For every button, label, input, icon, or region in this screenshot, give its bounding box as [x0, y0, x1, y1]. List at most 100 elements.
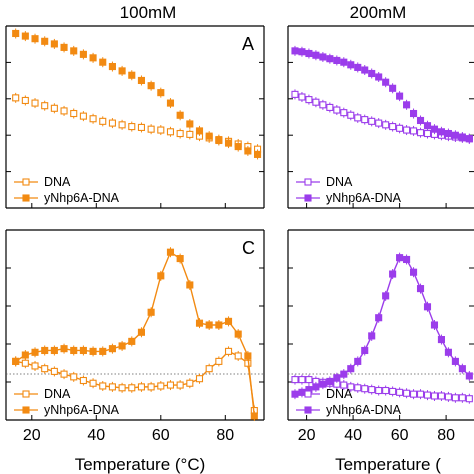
data-point-ynhp6a-dna	[423, 303, 432, 311]
data-point-dna	[403, 389, 411, 397]
data-point-ynhp6a-dna	[215, 321, 223, 329]
data-point-dna	[41, 365, 49, 373]
data-point-dna	[205, 365, 213, 373]
data-point-ynhp6a-dna	[416, 116, 425, 125]
data-point-ynhp6a-dna	[382, 292, 390, 300]
data-point-ynhp6a-dna	[458, 365, 466, 373]
data-point-ynhp6a-dna	[205, 321, 213, 329]
data-point-dna	[50, 104, 58, 112]
data-point-dna	[347, 111, 355, 119]
data-point-dna	[186, 379, 194, 387]
data-point-ynhp6a-dna	[108, 62, 116, 71]
data-point-dna	[347, 383, 355, 391]
data-point-dna	[79, 376, 87, 385]
x-tick-label: 40	[87, 427, 105, 444]
panel-3: DNA yNhp6A-DNA C 20 40 60 80 Temperature (°C)	[5, 229, 265, 474]
data-point-ynhp6a-dna	[403, 255, 411, 264]
data-point-dna	[41, 102, 49, 110]
data-point-ynhp6a-dna	[409, 268, 418, 276]
data-point-dna	[137, 383, 145, 391]
data-point-ynhp6a-dna	[354, 63, 362, 71]
data-point-dna	[368, 386, 376, 394]
data-point-ynhp6a-dna	[128, 337, 136, 345]
data-point-dna	[451, 394, 459, 402]
legend-marker-dna	[22, 178, 30, 186]
data-point-dna	[137, 123, 145, 131]
data-point-dna	[396, 124, 404, 132]
panel-2: DNA yNhp6A-DNA	[287, 25, 474, 209]
data-point-dna	[368, 117, 376, 125]
data-point-dna	[50, 367, 58, 375]
data-point-dna	[291, 90, 299, 98]
column-title-200mM: 200mM	[350, 3, 407, 22]
data-point-ynhp6a-dna	[195, 127, 204, 135]
data-point-dna	[89, 379, 97, 387]
legend-label-dna: DNA	[44, 387, 71, 401]
panel-letter: A	[242, 34, 254, 54]
data-point-ynhp6a-dna	[215, 136, 223, 145]
data-point-ynhp6a-dna	[157, 272, 165, 280]
data-point-dna	[382, 121, 390, 129]
legend-marker-dna	[304, 390, 312, 398]
legend-label-ynhp6a-dna: yNhp6A-DNA	[326, 191, 402, 205]
data-point-dna	[423, 391, 432, 399]
data-point-ynhp6a-dna	[205, 132, 213, 140]
data-point-ynhp6a-dna	[41, 37, 49, 45]
data-point-ynhp6a-dna	[234, 143, 242, 151]
data-point-ynhp6a-dna	[89, 54, 97, 62]
data-point-dna	[108, 119, 116, 127]
legend-marker-ynhp6a-dna	[304, 406, 312, 414]
data-point-dna	[361, 116, 369, 124]
data-point-dna	[305, 96, 313, 104]
data-point-dna	[396, 388, 404, 396]
data-point-dna	[437, 392, 446, 400]
data-point-ynhp6a-dna	[382, 78, 390, 86]
data-point-ynhp6a-dna	[147, 308, 155, 316]
data-point-ynhp6a-dna	[333, 56, 341, 65]
data-point-ynhp6a-dna	[224, 139, 233, 147]
data-point-ynhp6a-dna	[458, 133, 466, 141]
data-point-ynhp6a-dna	[21, 351, 29, 359]
data-point-ynhp6a-dna	[465, 135, 473, 143]
data-point-ynhp6a-dna	[244, 147, 252, 155]
legend-label-ynhp6a-dna: yNhp6A-DNA	[44, 191, 120, 205]
data-point-ynhp6a-dna	[99, 347, 107, 355]
x-tick-label: 20	[23, 427, 41, 444]
legend-label-ynhp6a-dna: yNhp6A-DNA	[44, 403, 120, 417]
data-point-ynhp6a-dna	[403, 101, 411, 109]
data-point-ynhp6a-dna	[195, 319, 204, 327]
data-point-ynhp6a-dna	[157, 89, 165, 97]
data-point-ynhp6a-dna	[416, 285, 425, 293]
data-point-dna	[409, 390, 418, 398]
data-point-dna	[312, 98, 320, 106]
data-point-ynhp6a-dna	[430, 321, 439, 329]
data-point-dna	[128, 123, 136, 131]
data-point-dna	[340, 381, 348, 389]
data-point-dna	[31, 362, 39, 370]
data-point-dna	[389, 387, 397, 395]
panel-4: DNA yNhp6A-DNA 20 40 60 80 Temperature (	[287, 229, 474, 474]
data-point-ynhp6a-dna	[21, 32, 29, 40]
data-point-dna	[89, 115, 97, 123]
data-point-ynhp6a-dna	[186, 281, 194, 289]
data-point-ynhp6a-dna	[70, 47, 78, 55]
data-point-dna	[361, 385, 369, 393]
data-point-ynhp6a-dna	[340, 58, 348, 66]
data-point-ynhp6a-dna	[451, 131, 459, 139]
x-tick-label: 80	[437, 427, 455, 444]
data-point-ynhp6a-dna	[176, 255, 184, 263]
data-point-dna	[176, 129, 184, 138]
data-point-ynhp6a-dna	[41, 346, 49, 355]
data-point-ynhp6a-dna	[361, 346, 369, 355]
data-point-dna	[458, 394, 466, 402]
data-point-dna	[423, 129, 432, 138]
data-point-ynhp6a-dna	[361, 66, 369, 74]
data-point-ynhp6a-dna	[319, 380, 327, 388]
data-point-ynhp6a-dna	[451, 357, 459, 365]
data-point-dna	[298, 376, 306, 384]
data-point-ynhp6a-dna	[326, 377, 334, 385]
data-point-ynhp6a-dna	[305, 49, 313, 58]
data-point-ynhp6a-dna	[333, 374, 341, 382]
legend-label-dna: DNA	[44, 175, 71, 189]
data-point-ynhp6a-dna	[31, 35, 39, 43]
